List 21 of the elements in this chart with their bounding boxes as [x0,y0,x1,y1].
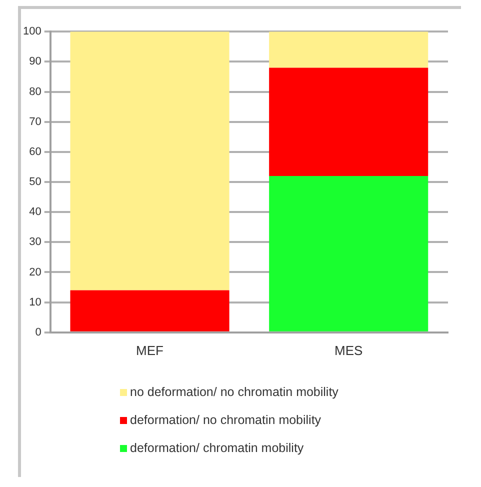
bar [269,176,428,332]
y-tick-label: 50 [29,176,42,188]
bar [269,68,428,176]
y-tick-label: 20 [29,266,42,278]
y-tick-label: 60 [29,146,42,158]
x-tick-label: MES [334,342,363,358]
y-tick-label: 100 [22,26,42,38]
x-tick-label: MEF [136,342,164,358]
legend-label: deformation/ chromatin mobility [130,441,304,455]
y-tick-label: 80 [29,86,42,98]
legend-label: no deformation/ no chromatin mobility [130,385,338,399]
y-tick-label: 0 [35,326,42,338]
legend-label: deformation/ no chromatin mobility [130,413,322,427]
y-tick-label: 10 [29,296,42,308]
bar [269,32,428,68]
y-tick-label: 30 [29,236,42,248]
y-tick-label: 90 [29,56,42,68]
bar [70,32,230,290]
y-tick-label: 40 [29,206,42,218]
bar [70,290,230,332]
y-tick-label: 70 [29,116,42,128]
